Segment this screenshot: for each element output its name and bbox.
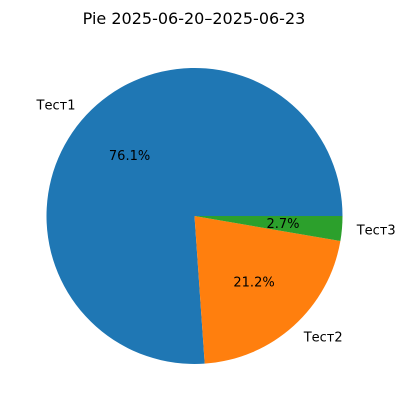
pie-labels: Тест1 76.1% Тест2 21.2% Тест3 2.7% — [36, 98, 396, 345]
pie-slice-1 — [46, 68, 343, 365]
slice-percent-1: 76.1% — [109, 149, 150, 164]
slice-percent-3: 2.7% — [266, 217, 299, 232]
pie-slice-3 — [194, 216, 343, 241]
slice-label-2: Тест2 — [303, 330, 343, 345]
chart-title: Pie 2025-06-20–2025-06-23 — [83, 9, 306, 28]
pie-slices — [46, 68, 343, 365]
slice-label-3: Тест3 — [356, 223, 396, 238]
slice-label-1: Тест1 — [36, 98, 76, 113]
slice-percent-2: 21.2% — [233, 275, 274, 290]
pie-slice-2 — [194, 216, 341, 364]
